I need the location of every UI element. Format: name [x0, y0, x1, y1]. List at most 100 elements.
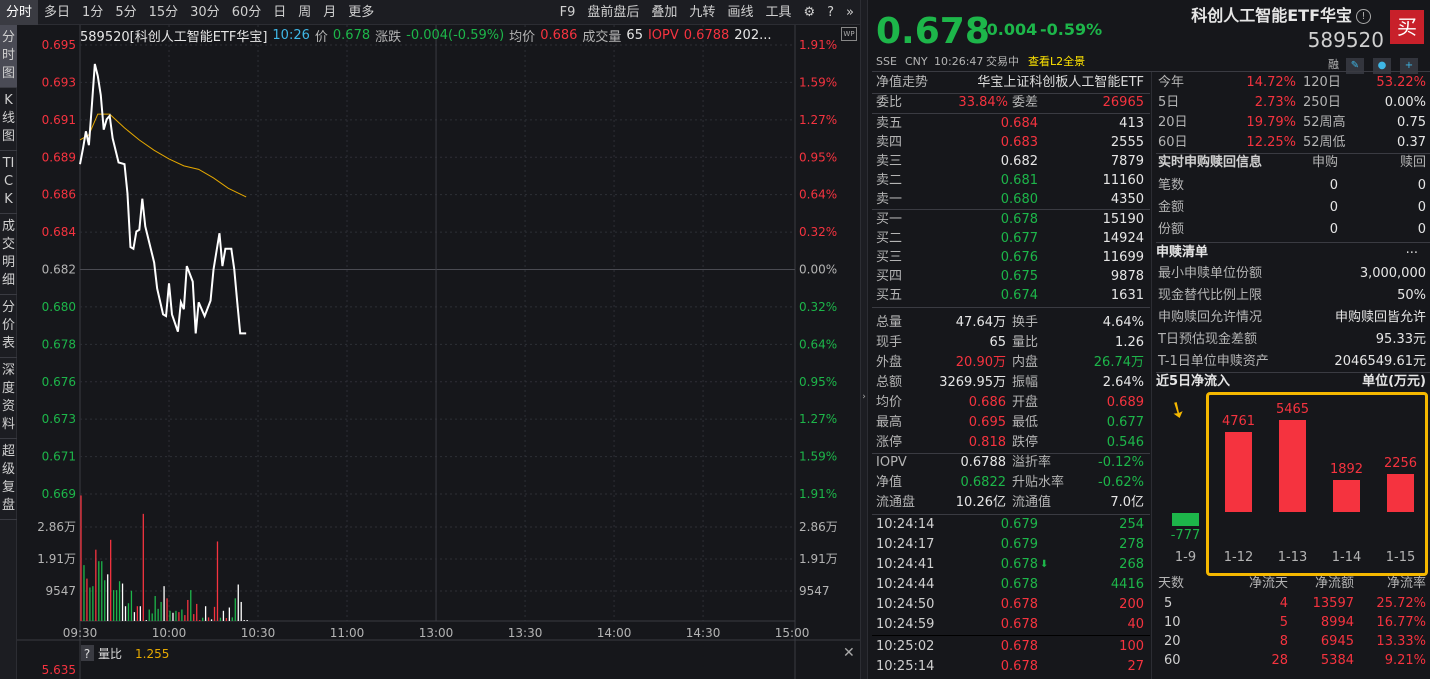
security-name: 科创人工智能ETF华宝 [1191, 6, 1352, 25]
tab-period-1[interactable]: 多日 [44, 4, 71, 20]
pct-tick-label: 0.64% [799, 188, 837, 202]
trade-price: 0.679 [1000, 537, 1038, 552]
header-change: -0.004 [980, 20, 1038, 39]
price-shadow-line [79, 63, 247, 334]
tool-button-0[interactable]: F9 [559, 4, 576, 20]
asks-level-label: 卖二 [876, 173, 903, 188]
quote-panel: 0.678 -0.004 -0.59% 科创人工智能ETF华宝! 589520 买 SSE C… [868, 0, 1430, 679]
tab-period-7[interactable]: 日 [273, 4, 287, 20]
trade-volume: 268 [1119, 557, 1144, 572]
creation-list-label: T-1日单位申赎资产 [1158, 354, 1269, 369]
realtime-col-redeem: 赎回 [1399, 155, 1426, 170]
etf_stats-value: -0.62% [1098, 475, 1144, 490]
pct-tick-label: 1.59% [799, 450, 837, 464]
etf_stats-value: 0.6822 [960, 475, 1007, 490]
l2-link[interactable]: 查看L2全景 [1028, 55, 1086, 68]
window-pin-icon[interactable]: WP [841, 27, 857, 41]
pct-tick-label: 1.91% [799, 487, 837, 501]
expand-chevron-icon[interactable]: » [846, 4, 854, 20]
trade-volume: 100 [1119, 639, 1144, 654]
side-tab-5[interactable]: 深度资料 [0, 358, 17, 439]
price-tick-label: 0.678 [42, 337, 76, 351]
settings-gear-icon[interactable]: ⚙ [803, 4, 816, 20]
volume-tick-label: 1.91万 [37, 552, 76, 566]
bell-icon[interactable]: ● [1373, 58, 1391, 74]
info-circle-icon[interactable]: ! [1356, 9, 1371, 24]
tool-button-4[interactable]: 画线 [727, 4, 754, 20]
tab-period-5[interactable]: 30分 [190, 4, 220, 20]
tab-period-0[interactable]: 分时 [0, 0, 39, 25]
edit-pencil-icon[interactable]: ✎ [1346, 58, 1364, 74]
perf-value: 0.37 [1397, 135, 1426, 150]
flow-table-cell: 28 [1271, 653, 1288, 668]
nav-trend-link[interactable]: 净值走势 [876, 75, 929, 90]
subpanel-close-icon[interactable]: ✕ [843, 645, 855, 661]
trade-status: 交易中 [986, 55, 1019, 68]
creation-list-label: T日预估现金差额 [1158, 332, 1257, 347]
perf-label: 5日 [1158, 95, 1180, 110]
trade-time: 10:24:50 [876, 597, 935, 612]
tool-button-5[interactable]: 工具 [765, 4, 792, 20]
time-tick-label: 09:30 [63, 626, 98, 640]
pct-tick-label: 0.00% [799, 263, 837, 277]
side-tab-1[interactable]: K线图 [0, 88, 17, 151]
add-plus-icon[interactable]: + [1400, 58, 1418, 74]
trade-price: 0.679 [1000, 517, 1038, 532]
stats-label: 内盘 [1012, 355, 1039, 370]
subpanel-help-icon[interactable]: ? [84, 647, 90, 661]
flow-table-cell: 16.77% [1376, 615, 1426, 630]
stats-value: 0.546 [1106, 435, 1144, 450]
tab-period-2[interactable]: 1分 [82, 4, 104, 20]
tab-period-6[interactable]: 60分 [231, 4, 262, 20]
tool-button-2[interactable]: 叠加 [651, 4, 678, 20]
asks-price: 0.681 [1000, 173, 1038, 188]
realtime-redeem-value: 0 [1417, 222, 1426, 237]
asks-level-label: 卖四 [876, 135, 903, 150]
side-tab-3[interactable]: 成交明细 [0, 214, 17, 295]
price-tick-label: 0.686 [42, 188, 76, 202]
time-tick-label: 15:00 [775, 626, 810, 640]
tool-button-1[interactable]: 盘前盘后 [587, 4, 640, 20]
realtime-subscribe-value: 0 [1329, 200, 1338, 215]
trade-time: 10:25:14 [876, 659, 935, 674]
collapse-arrow-icon[interactable]: › [862, 392, 866, 402]
buy-button[interactable]: 买 [1390, 10, 1424, 44]
perf-value: 14.72% [1246, 75, 1296, 90]
side-tab-2[interactable]: TICK [0, 151, 17, 214]
stats-value: 65 [989, 335, 1006, 350]
tool-button-3[interactable]: 九转 [689, 4, 716, 20]
price-tick-label: 0.684 [42, 225, 76, 239]
volume-tick-label: 2.86万 [37, 520, 76, 534]
tab-period-10[interactable]: 更多 [348, 4, 375, 20]
creation-list-more[interactable]: ... [1405, 242, 1418, 257]
flow-table-header: 天数 [1158, 576, 1185, 591]
creation-list-value: 50% [1397, 288, 1426, 303]
tab-period-8[interactable]: 周 [298, 4, 312, 20]
etf_stats-label: 溢折率 [1012, 455, 1052, 470]
flow-table-cell: 13.33% [1376, 634, 1426, 649]
tab-period-4[interactable]: 15分 [148, 4, 179, 20]
perf-value: 0.00% [1384, 95, 1426, 110]
average-price-line [79, 113, 247, 198]
flow-table-cell: 8994 [1320, 615, 1354, 630]
etf_stats-label: IOPV [876, 455, 907, 470]
tab-period-3[interactable]: 5分 [115, 4, 137, 20]
info-more: 202... [734, 27, 772, 43]
asks-price: 0.680 [1000, 192, 1038, 207]
panel-divider[interactable]: › [860, 0, 868, 679]
side-tab-0[interactable]: 分时图 [0, 25, 17, 88]
time-tick-label: 13:30 [508, 626, 543, 640]
security-code: 589520 [1307, 28, 1384, 52]
side-tab-6[interactable]: 超级复盘 [0, 439, 17, 520]
perf-value: 19.79% [1246, 115, 1296, 130]
tab-period-9[interactable]: 月 [323, 4, 337, 20]
bids-level-label: 买五 [876, 288, 903, 303]
realtime-col-subscribe: 申购 [1311, 155, 1338, 170]
divider [1156, 242, 1430, 243]
pct-tick-label: 0.64% [799, 337, 837, 351]
flow-value-label: 1892 [1329, 462, 1364, 478]
flow-value-label: -777 [1170, 528, 1201, 543]
side-tab-4[interactable]: 分价表 [0, 295, 17, 358]
help-icon[interactable]: ? [827, 4, 835, 20]
pct-tick-label: 1.59% [799, 75, 837, 89]
